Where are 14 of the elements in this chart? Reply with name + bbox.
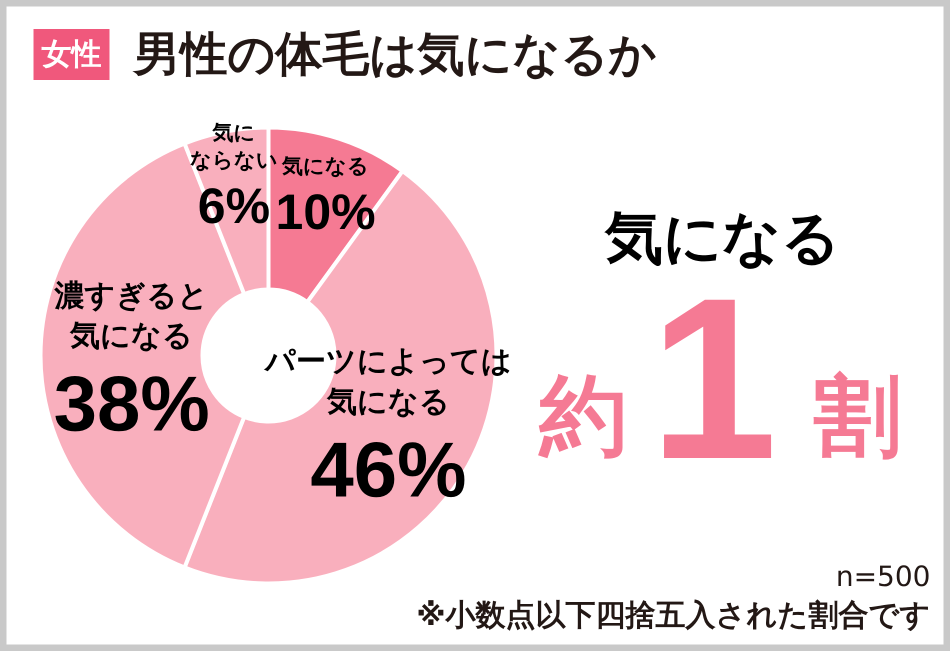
- slice-label: 気にならない: [190, 120, 278, 172]
- text: 割: [814, 364, 902, 467]
- text: n=500: [836, 560, 931, 593]
- data-label: 38%: [54, 360, 210, 448]
- chart-title: 男性の体毛は気になるか: [132, 27, 656, 82]
- data-label: 6%: [198, 178, 270, 234]
- slice-label: 濃すぎると気になる: [54, 278, 209, 354]
- slice-label: 気になる: [281, 154, 370, 178]
- text: ※小数点以下四捨五入された割合です: [416, 598, 931, 633]
- text: 約: [538, 364, 628, 467]
- chart-subtitle: 女性: [40, 37, 102, 72]
- slice-label: パーツによっては気になる: [262, 344, 512, 420]
- data-label: 46%: [310, 425, 466, 514]
- data-label: 10%: [276, 184, 376, 240]
